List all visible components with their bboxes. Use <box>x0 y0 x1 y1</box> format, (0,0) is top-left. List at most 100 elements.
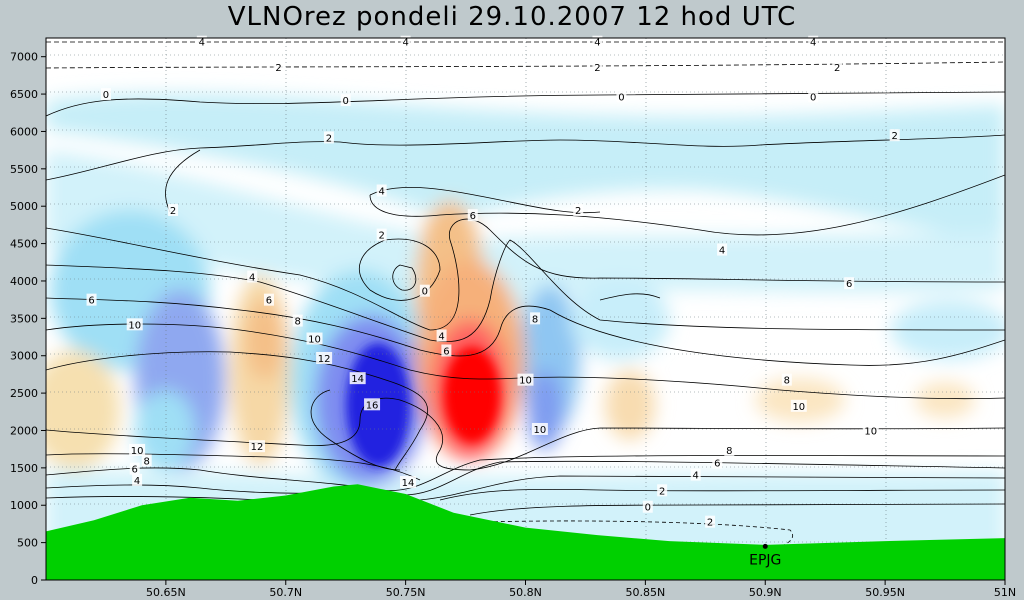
svg-text:0: 0 <box>645 503 651 514</box>
svg-text:2: 2 <box>326 133 332 144</box>
contour-label: 0 <box>642 500 653 514</box>
svg-text:10: 10 <box>131 446 144 457</box>
y-tick-label: 500 <box>17 537 38 550</box>
y-tick-label: 3000 <box>10 350 38 363</box>
svg-text:4: 4 <box>438 332 444 343</box>
svg-text:12: 12 <box>318 354 331 365</box>
contour-label: 2 <box>323 131 334 144</box>
svg-text:12: 12 <box>251 442 264 453</box>
svg-text:2: 2 <box>594 63 600 74</box>
y-tick-label: 6500 <box>10 88 38 101</box>
contour-label: 2 <box>657 484 668 497</box>
svg-text:0: 0 <box>422 287 428 298</box>
svg-text:10: 10 <box>519 376 532 387</box>
svg-text:6: 6 <box>846 279 852 290</box>
contour-label: 4 <box>132 473 143 487</box>
svg-text:4: 4 <box>249 272 255 283</box>
svg-text:2: 2 <box>892 131 898 142</box>
contour-label: 12 <box>248 440 265 453</box>
terrain-profile <box>46 484 1005 580</box>
svg-text:4: 4 <box>378 187 384 198</box>
contour-label: 2 <box>273 61 284 74</box>
contour-label: 6 <box>86 293 97 307</box>
x-tick-label: 50.7N <box>269 586 302 599</box>
svg-text:4: 4 <box>810 38 816 49</box>
contour-label: 2 <box>168 203 179 217</box>
svg-text:6: 6 <box>470 211 476 222</box>
y-tick-label: 1500 <box>10 462 38 475</box>
contour-label: 4 <box>400 35 411 49</box>
x-tick-label: 51N <box>994 586 1016 599</box>
contour-label: 8 <box>724 443 735 457</box>
contour-label: 8 <box>781 373 792 387</box>
svg-text:6: 6 <box>266 296 272 307</box>
svg-text:2: 2 <box>575 206 581 217</box>
y-tick-label: 7000 <box>10 51 38 64</box>
contour-label: 12 <box>316 351 333 365</box>
contour-label: 2 <box>592 61 603 74</box>
svg-text:2: 2 <box>707 518 713 529</box>
svg-text:14: 14 <box>351 374 364 385</box>
svg-text:4: 4 <box>594 38 600 49</box>
y-tick-label: 3500 <box>10 312 38 325</box>
contour-label: 6 <box>712 456 723 470</box>
svg-text:10: 10 <box>864 426 877 437</box>
station-marker: EPJG <box>749 543 781 568</box>
contour-label: 8 <box>141 454 152 467</box>
y-tick-label: 5000 <box>10 200 38 213</box>
contour-label: 10 <box>517 373 534 387</box>
svg-text:4: 4 <box>402 38 408 49</box>
contour-label: 4 <box>592 35 603 49</box>
contour-label: 6 <box>263 293 274 307</box>
svg-text:4: 4 <box>693 471 699 482</box>
svg-text:2: 2 <box>378 231 384 242</box>
svg-text:10: 10 <box>792 402 805 413</box>
contour-label: 4 <box>376 184 387 198</box>
svg-text:8: 8 <box>144 456 150 467</box>
svg-text:2: 2 <box>170 206 176 217</box>
contour-label: 10 <box>126 318 143 331</box>
svg-text:0: 0 <box>810 92 816 103</box>
svg-text:8: 8 <box>295 317 301 328</box>
svg-text:6: 6 <box>88 296 94 307</box>
contour-label: 2 <box>889 129 900 142</box>
contour-label: 0 <box>808 90 819 103</box>
y-tick-label: 6000 <box>10 125 38 138</box>
svg-text:10: 10 <box>128 320 141 331</box>
svg-text:10: 10 <box>534 425 547 436</box>
svg-text:6: 6 <box>714 459 720 470</box>
contour-label: 10 <box>531 422 548 436</box>
contour-label: 4 <box>808 35 819 49</box>
y-tick-label: 1000 <box>10 499 38 512</box>
y-tick-label: 4500 <box>10 238 38 251</box>
contour-label: 10 <box>306 332 323 346</box>
svg-text:14: 14 <box>402 478 415 489</box>
y-tick-label: 2500 <box>10 387 38 400</box>
x-tick-label: 50.75N <box>386 586 426 599</box>
x-tick-label: 50.95N <box>865 586 905 599</box>
contour-label: 10 <box>790 399 807 413</box>
contour-label: 14 <box>400 476 417 489</box>
x-tick-label: 50.9N <box>749 586 782 599</box>
contour-label: 10 <box>862 424 879 437</box>
svg-text:2: 2 <box>659 486 665 497</box>
svg-text:0: 0 <box>618 92 624 103</box>
svg-text:16: 16 <box>366 400 379 411</box>
contour-label: 10 <box>129 443 146 457</box>
x-axis: 50.65N 50.7N 50.75N 50.8N 50.85N 50.9N 50.95N 5… <box>146 580 1016 599</box>
contour-label: 4 <box>196 35 207 49</box>
svg-text:0: 0 <box>103 90 109 101</box>
svg-text:4: 4 <box>199 38 205 49</box>
station-dot <box>762 543 768 549</box>
y-axis: 0 500 1000 1500 2000 2500 3000 3500 4000 4500 5000… <box>10 51 46 587</box>
y-tick-label: 4000 <box>10 275 38 288</box>
contour-label: 6 <box>844 277 855 290</box>
svg-text:2: 2 <box>834 63 840 74</box>
field-layer <box>46 38 1005 580</box>
contour-label: 0 <box>100 88 111 101</box>
svg-text:6: 6 <box>132 465 138 476</box>
x-tick-label: 50.85N <box>626 586 666 599</box>
